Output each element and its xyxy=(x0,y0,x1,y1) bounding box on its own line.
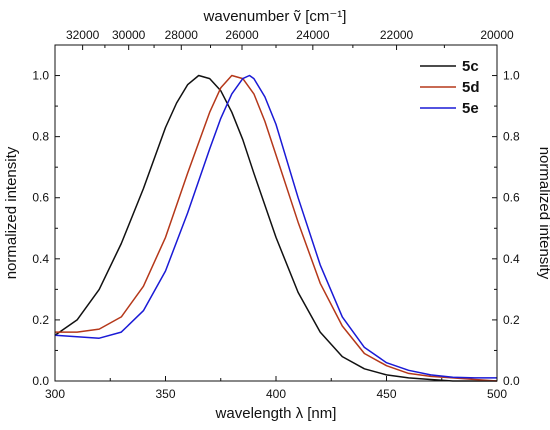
right-axis-title: normalized intensity xyxy=(536,147,550,280)
y-tick-label-left: 0.2 xyxy=(32,313,49,327)
plot-frame xyxy=(54,44,498,382)
top-tick-label: 32000 xyxy=(66,28,100,42)
x-axis-title: wavelength λ [nm] xyxy=(215,405,337,422)
top-tick-label: 20000 xyxy=(480,28,514,42)
top-tick-label: 30000 xyxy=(112,28,146,42)
top-tick-label: 24000 xyxy=(296,28,330,42)
y-tick-label-right: 0.2 xyxy=(503,313,520,327)
y-tick-label-right: 0.8 xyxy=(503,130,520,144)
top-tick-label: 28000 xyxy=(165,28,199,42)
y-tick-label-left: 0.8 xyxy=(32,130,49,144)
legend-label-5c: 5c xyxy=(462,58,479,75)
y-tick-label-left: 1.0 xyxy=(32,69,49,83)
y-tick-label-right: 1.0 xyxy=(503,69,520,83)
right-axis-ticks: 0.0 0.2 0.4 0.6 0.8 1.0 xyxy=(492,44,520,388)
series-line-5e xyxy=(54,74,497,379)
y-tick-label-right: 0.6 xyxy=(503,191,520,205)
x-tick-label: 450 xyxy=(376,387,396,401)
top-tick-label: 22000 xyxy=(380,28,414,42)
x-tick-label: 500 xyxy=(487,387,507,401)
y-tick-label-right: 0.0 xyxy=(503,374,520,388)
y-tick-label-right: 0.4 xyxy=(503,252,520,266)
x-tick-label: 300 xyxy=(45,387,65,401)
left-axis-ticks: 0.0 0.2 0.4 0.6 0.8 1.0 xyxy=(32,44,60,388)
y-tick-label-left: 0.4 xyxy=(32,252,49,266)
series-layer xyxy=(54,74,498,382)
legend: 5c 5d 5e xyxy=(420,58,480,117)
top-axis-title: wavenumber ṽ [cm⁻¹] xyxy=(203,8,347,25)
y-tick-label-left: 0.0 xyxy=(32,374,49,388)
legend-label-5d: 5d xyxy=(462,79,480,96)
y-tick-label-left: 0.6 xyxy=(32,191,49,205)
x-tick-label: 400 xyxy=(266,387,286,401)
series-line-5d xyxy=(55,74,498,382)
left-axis-title: normalized intensity xyxy=(3,146,20,279)
top-tick-label: 26000 xyxy=(225,28,259,42)
series-line-5c xyxy=(54,74,497,382)
x-tick-label: 350 xyxy=(155,387,175,401)
legend-label-5e: 5e xyxy=(462,100,479,117)
x-axis-ticks: 300 350 400 450 500 xyxy=(45,376,507,401)
top-axis-ticks: 32000 30000 28000 26000 24000 22000 20000 xyxy=(66,28,514,50)
